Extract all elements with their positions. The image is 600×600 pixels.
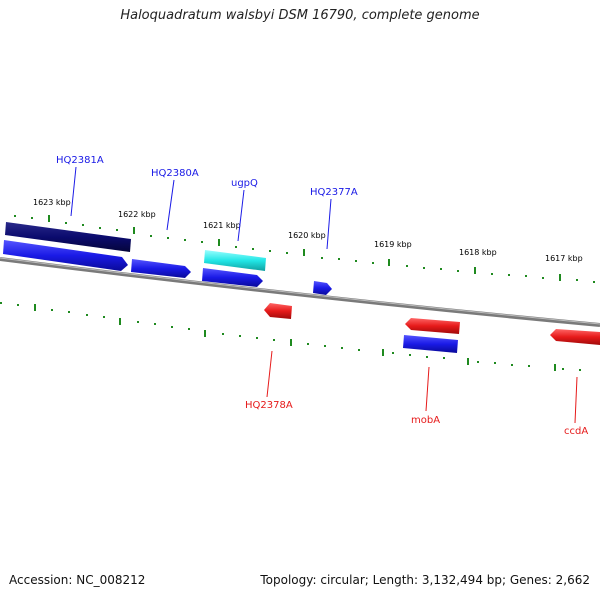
- gene-long-blue-arrow[interactable]: [3, 240, 128, 271]
- genome-summary-text: Topology: circular; Length: 3,132,494 bp…: [260, 573, 590, 587]
- gene-label-mobA[interactable]: mobA: [411, 415, 440, 426]
- gene-ccdA-arrow[interactable]: [550, 329, 600, 345]
- tick-label: 1620 kbp: [288, 231, 326, 240]
- accession-text: Accession: NC_008212: [9, 573, 146, 587]
- gene-label-HQ2378A[interactable]: HQ2378A: [245, 400, 293, 411]
- tick-label: 1617 kbp: [545, 254, 583, 263]
- tick-label: 1618 kbp: [459, 248, 497, 257]
- top-major-ticks: [48, 215, 561, 281]
- tick-label: 1621 kbp: [203, 221, 241, 230]
- gene-HQ2381A-arrow[interactable]: [5, 222, 131, 252]
- tick-label: 1619 kbp: [374, 240, 412, 249]
- tick-label: 1622 kbp: [118, 210, 156, 219]
- tick-label: 1623 kbp: [33, 198, 71, 207]
- forward-genes: [3, 222, 458, 353]
- gene-blue-arrow-5[interactable]: [403, 335, 458, 353]
- bottom-major-ticks: [34, 304, 556, 371]
- bottom-tick-track: [0, 302, 581, 371]
- label-connectors: [70, 166, 578, 424]
- gene-HQ2377A-arrow[interactable]: [313, 281, 332, 295]
- gene-ugpQ-arrow[interactable]: [204, 250, 266, 271]
- gene-labels: HQ2381A HQ2380A ugpQ HQ2377A HQ2378A mob…: [56, 155, 588, 437]
- gene-HQ2380A-arrow[interactable]: [131, 259, 191, 278]
- gene-HQ2378A-arrow[interactable]: [264, 303, 292, 319]
- reverse-genes: [264, 303, 600, 345]
- gene-label-HQ2381A[interactable]: HQ2381A: [56, 155, 104, 166]
- gene-label-ccdA[interactable]: ccdA: [564, 426, 588, 437]
- gene-mobA-arrow[interactable]: [405, 318, 460, 334]
- top-tick-track: [14, 215, 595, 283]
- kbp-labels: 1623 kbp 1622 kbp 1621 kbp 1620 kbp 1619…: [33, 198, 583, 263]
- map-title: Haloquadratum walsbyi DSM 16790, complet…: [120, 8, 480, 23]
- gene-label-HQ2377A[interactable]: HQ2377A: [310, 187, 358, 198]
- gene-label-HQ2380A[interactable]: HQ2380A: [151, 168, 199, 179]
- gene-label-ugpQ[interactable]: ugpQ: [231, 178, 258, 189]
- genome-backbone: [0, 257, 600, 327]
- gene-blue-arrow-3[interactable]: [202, 268, 263, 287]
